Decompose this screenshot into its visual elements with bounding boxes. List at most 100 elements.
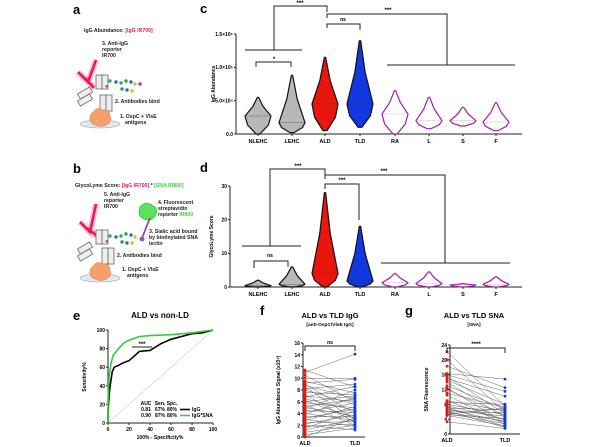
ald-point bbox=[303, 407, 307, 411]
pair-line bbox=[304, 395, 356, 402]
sig-label: *** bbox=[380, 169, 388, 175]
y-tick-label: 0 bbox=[297, 435, 300, 441]
tld-point bbox=[353, 388, 357, 392]
legend-table-cell: 0.81 bbox=[141, 407, 151, 413]
pair-line bbox=[304, 383, 356, 390]
step-3-label: 3. Anti-IgG bbox=[102, 41, 128, 47]
sig-label: *** bbox=[338, 178, 346, 184]
antibody-icon bbox=[76, 229, 115, 265]
violin-tld bbox=[346, 225, 374, 288]
ald-point bbox=[445, 378, 449, 382]
x-tick-label: ALD bbox=[319, 292, 330, 298]
pair-line bbox=[304, 406, 356, 421]
tld-point bbox=[353, 395, 357, 399]
ald-point bbox=[445, 384, 449, 388]
tld-point bbox=[503, 411, 507, 414]
ald-point bbox=[445, 380, 449, 384]
pair-line bbox=[446, 414, 506, 419]
y-tick-label: 12 bbox=[441, 388, 447, 394]
ald-point bbox=[303, 388, 307, 392]
legend-table-cell: 0.90 bbox=[141, 413, 151, 419]
antibody-icon bbox=[76, 74, 113, 112]
tld-point bbox=[503, 427, 507, 430]
pair-line bbox=[304, 396, 356, 415]
tld-point bbox=[503, 394, 507, 398]
sig-bracket bbox=[273, 5, 328, 50]
heading-term-1: [IgG IR700] bbox=[122, 183, 150, 189]
pair-line bbox=[304, 407, 356, 417]
ald-point bbox=[445, 386, 449, 389]
pair-line bbox=[304, 380, 356, 394]
violin-s bbox=[449, 106, 477, 127]
pair-line bbox=[446, 351, 506, 407]
x-tick-label: L bbox=[427, 292, 431, 298]
sna-lectin-icon bbox=[141, 217, 151, 239]
pair-line bbox=[304, 353, 356, 373]
y-tick-label: 0 bbox=[224, 285, 227, 291]
sig-label: *** bbox=[296, 1, 304, 7]
y-tick-label: 1.5×10⁵ bbox=[215, 32, 233, 38]
ald-point bbox=[445, 420, 449, 424]
ald-point bbox=[445, 388, 449, 391]
step-3-label-b: by biotinylated SNA bbox=[149, 235, 198, 241]
x-tick-label: 0 bbox=[107, 427, 110, 433]
sig-bracket bbox=[446, 347, 506, 353]
y-tick-label: 4 bbox=[297, 412, 300, 418]
ald-point bbox=[303, 385, 307, 389]
chart-title: ALD vs TLD SNA bbox=[444, 311, 505, 320]
tld-point bbox=[353, 420, 357, 424]
x-tick-label: 100 bbox=[209, 427, 218, 433]
pair-line bbox=[446, 359, 506, 412]
panel-a-schematic: IgG Abundance: [IgG IR700] 3. Anti-IgG r… bbox=[75, 28, 160, 129]
violin-ra bbox=[381, 90, 409, 135]
ald-point bbox=[303, 374, 307, 377]
y-tick-label: 24 bbox=[441, 343, 447, 349]
violin-s bbox=[449, 283, 477, 288]
pair-line bbox=[304, 419, 356, 427]
panel-label-d: d bbox=[200, 160, 208, 175]
heading-term: [IgG IR700] bbox=[125, 28, 153, 34]
pair-line bbox=[446, 415, 506, 427]
step-3-label-c: IR700 bbox=[102, 53, 116, 59]
ald-point bbox=[303, 384, 307, 387]
ald-point bbox=[303, 409, 307, 412]
y-tick-label: 30 bbox=[221, 184, 227, 190]
ald-point bbox=[445, 414, 449, 417]
ald-point bbox=[445, 393, 449, 397]
x-axis-label: 100% - Specificity% bbox=[137, 435, 184, 441]
pair-line bbox=[446, 365, 506, 388]
y-tick-label: 10 bbox=[294, 376, 300, 382]
pair-line bbox=[304, 421, 356, 423]
tld-point bbox=[503, 414, 507, 418]
step-4-reporter: reporter bbox=[158, 212, 179, 218]
tld-point bbox=[503, 406, 507, 410]
x-tick-label: TLD bbox=[350, 441, 361, 447]
x-tick-label: RA bbox=[391, 292, 399, 298]
ald-point bbox=[303, 431, 307, 434]
sig-label: ns bbox=[327, 340, 333, 346]
y-tick-label: 16 bbox=[294, 341, 300, 347]
ald-point bbox=[445, 375, 449, 378]
anti-igg-reporter-icon bbox=[75, 58, 99, 91]
violin-ald bbox=[311, 192, 339, 288]
legend-label: IgG*SNA bbox=[192, 413, 213, 419]
x-tick-label: RA bbox=[391, 139, 399, 145]
ald-point bbox=[303, 379, 307, 383]
y-tick-label: 4 bbox=[444, 417, 447, 423]
pair-line bbox=[446, 421, 506, 429]
y-tick-label: 0.0 bbox=[226, 132, 233, 138]
violin-f bbox=[482, 276, 510, 288]
y-tick-label: 40 bbox=[99, 384, 105, 390]
pair-line bbox=[446, 380, 506, 405]
sig-bracket bbox=[304, 345, 356, 351]
violin-l bbox=[415, 271, 443, 288]
violin-ald bbox=[311, 56, 339, 132]
ald-point bbox=[445, 364, 449, 368]
x-tick-label: S bbox=[461, 139, 465, 145]
tld-point bbox=[353, 423, 357, 427]
pair-line bbox=[446, 381, 506, 418]
pair-line bbox=[304, 385, 356, 400]
pair-line bbox=[446, 409, 506, 417]
ald-point bbox=[445, 373, 449, 376]
y-tick-label: 6 bbox=[297, 400, 300, 406]
